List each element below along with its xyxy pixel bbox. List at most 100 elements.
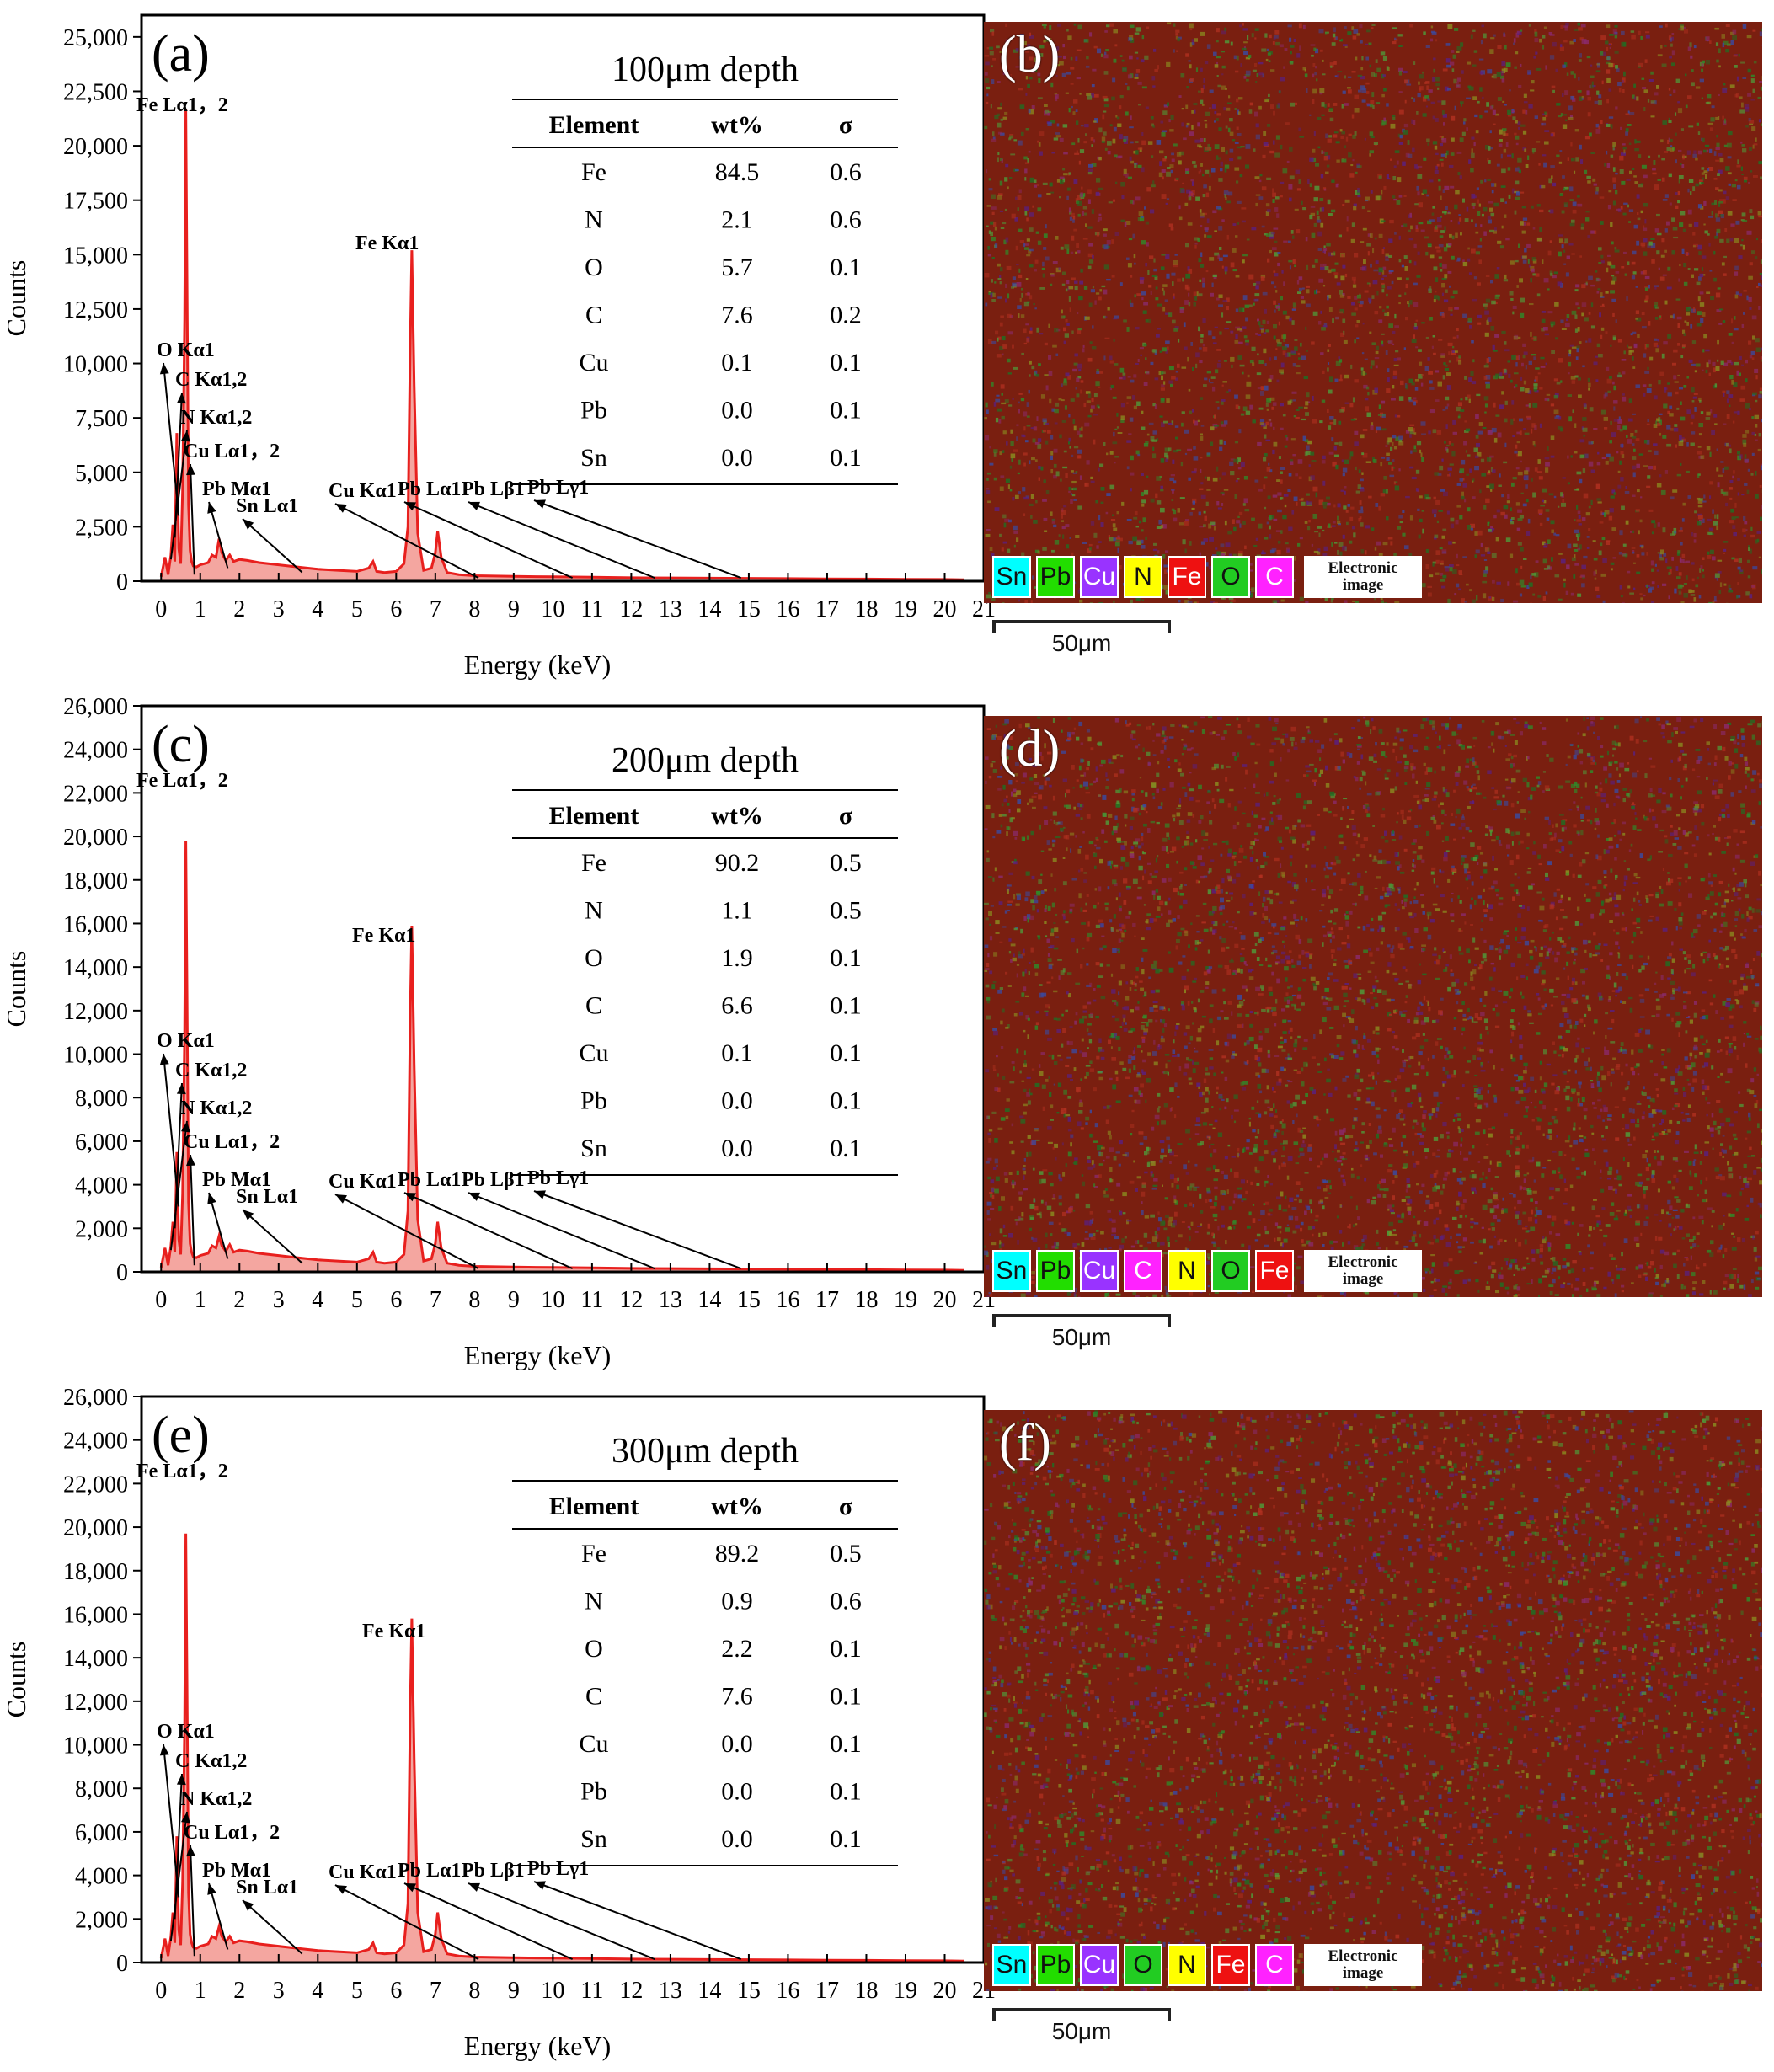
map-pixel xyxy=(1008,137,1011,140)
map-pixel xyxy=(1185,453,1187,455)
map-pixel xyxy=(1294,39,1296,42)
map-pixel xyxy=(1358,301,1360,303)
map-pixel xyxy=(1610,47,1611,49)
map-pixel xyxy=(1545,467,1548,473)
map-pixel xyxy=(1355,108,1360,113)
map-pixel xyxy=(1580,439,1585,442)
map-pixel xyxy=(1056,471,1060,476)
map-pixel xyxy=(1742,174,1744,175)
map-pixel xyxy=(1234,395,1238,399)
map-pixel xyxy=(1236,520,1240,523)
map-pixel xyxy=(1183,137,1187,140)
map-pixel xyxy=(1243,41,1248,43)
map-pixel xyxy=(1035,442,1040,445)
map-pixel xyxy=(1537,471,1542,473)
map-pixel xyxy=(1394,358,1397,361)
map-pixel xyxy=(1680,417,1686,421)
map-pixel xyxy=(1452,420,1456,425)
map-pixel xyxy=(1512,435,1515,437)
table-header: Element xyxy=(549,111,639,139)
map-pixel xyxy=(1539,476,1543,479)
map-pixel xyxy=(1061,514,1064,518)
map-pixel xyxy=(1235,108,1237,110)
map-pixel xyxy=(1277,342,1282,344)
map-pixel xyxy=(1105,148,1108,151)
map-pixel xyxy=(1409,213,1412,218)
table-cell: 0.0 xyxy=(721,397,753,425)
map-pixel xyxy=(1615,247,1617,249)
x-tick-label: 3 xyxy=(273,1978,285,2004)
map-pixel xyxy=(1632,366,1635,369)
map-pixel xyxy=(1604,163,1606,166)
map-pixel xyxy=(1354,431,1358,435)
map-pixel xyxy=(1552,86,1556,88)
map-pixel xyxy=(1700,79,1704,83)
map-pixel xyxy=(1312,149,1315,153)
map-pixel xyxy=(1723,393,1724,397)
map-pixel xyxy=(1476,443,1480,447)
map-pixel xyxy=(1055,403,1059,407)
map-pixel xyxy=(1426,45,1430,48)
map-pixel xyxy=(1421,457,1424,462)
map-pixel xyxy=(1626,521,1629,525)
map-pixel xyxy=(1736,165,1740,168)
map-pixel xyxy=(1141,59,1145,62)
map-pixel xyxy=(1707,94,1712,98)
map-pixel xyxy=(1714,236,1718,239)
map-pixel xyxy=(1440,136,1442,137)
map-pixel xyxy=(1175,254,1178,255)
map-pixel xyxy=(1425,252,1428,256)
map-pixel xyxy=(1001,384,1005,388)
map-pixel xyxy=(1264,435,1267,439)
map-pixel xyxy=(1260,419,1264,422)
map-pixel xyxy=(1001,403,1006,404)
map-pixel xyxy=(1078,296,1083,300)
map-pixel xyxy=(1370,264,1372,268)
map-pixel xyxy=(1597,452,1599,455)
map-pixel xyxy=(1758,306,1760,310)
map-pixel xyxy=(1280,479,1283,483)
map-pixel xyxy=(1630,531,1632,532)
map-pixel xyxy=(1542,45,1544,50)
map-pixel xyxy=(1037,184,1039,186)
map-pixel xyxy=(1413,61,1415,65)
map-pixel xyxy=(1527,70,1531,75)
map-pixel xyxy=(1301,300,1305,303)
map-pixel xyxy=(1238,97,1243,99)
map-pixel xyxy=(1225,40,1229,43)
map-pixel xyxy=(1634,181,1638,184)
map-pixel xyxy=(1445,368,1449,371)
map-pixel xyxy=(1339,409,1344,413)
map-pixel xyxy=(1349,457,1351,460)
map-pixel xyxy=(1761,348,1762,351)
table-cell: 2.1 xyxy=(721,206,753,234)
map-pixel xyxy=(1246,79,1249,82)
map-pixel xyxy=(1118,432,1123,434)
map-pixel xyxy=(1563,114,1567,115)
map-pixel xyxy=(1173,49,1175,52)
map-pixel xyxy=(1275,290,1277,293)
map-pixel xyxy=(1584,403,1587,408)
map-pixel xyxy=(1102,286,1106,287)
map-pixel xyxy=(1069,172,1071,174)
peak-annotation: O Kα1 xyxy=(157,1721,215,1743)
map-pixel xyxy=(1158,520,1162,525)
map-pixel xyxy=(1136,526,1140,527)
map-pixel xyxy=(1004,177,1007,181)
map-pixel xyxy=(1050,469,1053,473)
annotation-arrowhead xyxy=(468,1193,480,1201)
map-pixel xyxy=(1652,168,1656,171)
map-pixel xyxy=(1539,39,1542,43)
map-pixel xyxy=(1105,316,1108,318)
map-pixel xyxy=(1093,440,1096,445)
map-pixel xyxy=(1434,472,1439,475)
map-pixel xyxy=(1713,367,1716,372)
map-pixel xyxy=(1101,54,1103,57)
map-pixel xyxy=(1673,90,1675,93)
map-pixel xyxy=(1344,76,1346,79)
map-pixel xyxy=(1413,283,1418,286)
map-pixel xyxy=(1177,364,1180,368)
map-pixel xyxy=(1607,163,1611,168)
map-pixel xyxy=(1246,394,1251,399)
map-pixel xyxy=(1611,155,1614,158)
